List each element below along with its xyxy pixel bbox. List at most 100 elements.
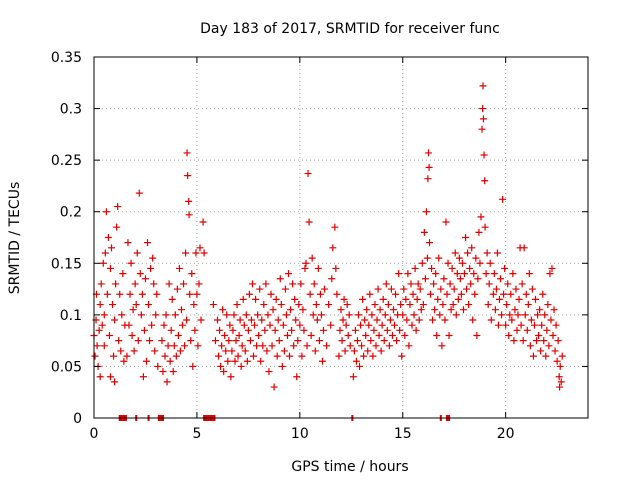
data-point xyxy=(523,326,531,334)
y-tick-label: 0.2 xyxy=(60,205,82,221)
data-point xyxy=(106,264,114,272)
data-point xyxy=(290,342,298,350)
data-point xyxy=(117,347,125,355)
data-point xyxy=(487,316,495,324)
data-point xyxy=(520,244,528,252)
data-point xyxy=(111,316,119,324)
data-point xyxy=(231,357,239,365)
data-point xyxy=(350,347,358,355)
data-point xyxy=(96,301,104,309)
data-point xyxy=(521,311,529,319)
data-point xyxy=(195,280,203,288)
data-point xyxy=(164,342,172,350)
data-point xyxy=(545,342,553,350)
x-tick-labels: 0 5 10 15 20 xyxy=(90,426,515,442)
data-point xyxy=(511,306,519,314)
data-point xyxy=(137,311,145,319)
data-point xyxy=(220,368,228,376)
data-point xyxy=(131,280,139,288)
data-point xyxy=(289,280,297,288)
data-point xyxy=(451,249,459,257)
data-point xyxy=(554,337,562,345)
data-point xyxy=(250,352,258,360)
data-point xyxy=(286,352,294,360)
data-point xyxy=(327,321,335,329)
data-point xyxy=(429,316,437,324)
data-point xyxy=(196,244,204,252)
data-point xyxy=(356,362,364,370)
data-point xyxy=(503,301,511,309)
data-point xyxy=(124,239,132,247)
data-point xyxy=(271,326,279,334)
data-point xyxy=(221,331,229,339)
data-point xyxy=(328,275,336,283)
data-point xyxy=(389,306,397,314)
data-point xyxy=(424,149,432,157)
data-point xyxy=(463,285,471,293)
data-point xyxy=(239,295,247,303)
data-point xyxy=(434,295,442,303)
data-point xyxy=(364,347,372,355)
data-point xyxy=(411,264,419,272)
data-point xyxy=(475,228,483,236)
data-point xyxy=(405,342,413,350)
data-point xyxy=(170,342,178,350)
data-point xyxy=(153,290,161,298)
data-point xyxy=(525,270,533,278)
data-point xyxy=(557,378,565,386)
data-point xyxy=(303,342,311,350)
data-point xyxy=(142,357,150,365)
data-point xyxy=(185,197,193,205)
data-point xyxy=(273,352,281,360)
data-point xyxy=(293,373,301,381)
data-point xyxy=(558,352,566,360)
data-point xyxy=(230,311,238,319)
data-point xyxy=(176,347,184,355)
data-point xyxy=(384,301,392,309)
data-point xyxy=(458,259,466,267)
y-tick-label: 0.25 xyxy=(51,153,82,169)
data-point xyxy=(406,301,414,309)
data-point xyxy=(360,352,368,360)
data-point xyxy=(187,337,195,345)
y-tick-label: 0.3 xyxy=(60,102,82,118)
data-point xyxy=(430,280,438,288)
data-point xyxy=(522,290,530,298)
data-point xyxy=(127,259,135,267)
data-point xyxy=(479,105,487,113)
data-point xyxy=(189,362,197,370)
data-point xyxy=(387,285,395,293)
data-point xyxy=(470,270,478,278)
data-point xyxy=(456,275,464,283)
data-point xyxy=(135,189,143,197)
data-point xyxy=(489,290,497,298)
data-point xyxy=(105,331,113,339)
data-point xyxy=(398,352,406,360)
data-point xyxy=(536,306,544,314)
data-point xyxy=(106,373,114,381)
data-point xyxy=(268,342,276,350)
data-point xyxy=(130,347,138,355)
data-point xyxy=(256,285,264,293)
data-point xyxy=(138,290,146,298)
data-point xyxy=(215,352,223,360)
data-point xyxy=(146,337,154,345)
data-point xyxy=(524,301,532,309)
data-point xyxy=(433,331,441,339)
data-point xyxy=(518,280,526,288)
data-point xyxy=(504,280,512,288)
data-point xyxy=(505,331,513,339)
data-point xyxy=(217,362,225,370)
data-point xyxy=(304,170,312,178)
data-point xyxy=(140,326,148,334)
data-point xyxy=(248,280,256,288)
data-point xyxy=(246,337,254,345)
data-point xyxy=(226,321,234,329)
data-point xyxy=(512,285,520,293)
data-point xyxy=(243,357,251,365)
data-point xyxy=(238,342,246,350)
data-point xyxy=(222,347,230,355)
data-point xyxy=(100,342,108,350)
data-point xyxy=(144,239,152,247)
data-point xyxy=(444,259,452,267)
